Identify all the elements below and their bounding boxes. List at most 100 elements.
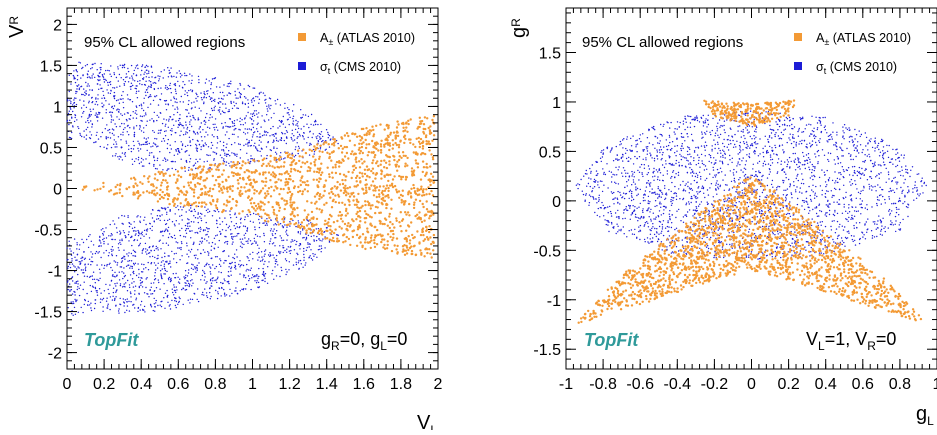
- cms-point: [623, 167, 624, 168]
- atlas-point: [363, 160, 365, 162]
- cms-point: [132, 266, 133, 267]
- cms-point: [759, 153, 760, 154]
- cms-point: [226, 156, 227, 157]
- cms-point: [245, 226, 246, 227]
- cms-point: [200, 279, 201, 280]
- cms-point: [252, 258, 253, 259]
- cms-point: [743, 157, 744, 158]
- atlas-point: [374, 246, 376, 248]
- atlas-point: [408, 235, 410, 237]
- atlas-point: [265, 181, 267, 183]
- cms-point: [180, 101, 181, 102]
- atlas-point: [295, 222, 297, 224]
- atlas-point: [391, 223, 393, 225]
- cms-point: [69, 241, 70, 242]
- atlas-point: [336, 240, 338, 242]
- atlas-point: [167, 185, 169, 187]
- atlas-point: [279, 173, 281, 175]
- cms-point: [245, 216, 246, 217]
- cms-point: [213, 127, 214, 128]
- cms-point: [229, 263, 230, 264]
- cms-point: [157, 215, 158, 216]
- cms-point: [193, 215, 194, 216]
- cms-point: [255, 96, 256, 97]
- cms-point: [133, 286, 134, 287]
- cms-point: [115, 292, 116, 293]
- cms-point: [197, 132, 198, 133]
- cms-point: [247, 257, 248, 258]
- cms-point: [80, 77, 81, 78]
- cms-point: [123, 267, 124, 268]
- atlas-point: [110, 189, 112, 191]
- atlas-point: [300, 184, 302, 186]
- cms-point: [270, 230, 271, 231]
- atlas-point: [256, 207, 258, 209]
- cms-point: [246, 115, 247, 116]
- cms-point: [314, 121, 315, 122]
- cms-point: [606, 163, 607, 164]
- atlas-point: [384, 248, 386, 250]
- cms-point: [168, 120, 169, 121]
- cms-point: [99, 288, 100, 289]
- cms-point: [119, 119, 120, 120]
- cms-point: [91, 256, 92, 257]
- cms-point: [112, 133, 113, 134]
- atlas-point: [391, 239, 393, 241]
- cms-point: [250, 113, 251, 114]
- y-tick-label: 0.5: [40, 140, 62, 157]
- cms-point: [198, 212, 199, 213]
- atlas-point: [375, 125, 377, 127]
- left-legend-atlas: A± (ATLAS 2010): [320, 31, 415, 47]
- cms-point: [229, 165, 230, 166]
- cms-point: [120, 139, 121, 140]
- cms-point: [124, 312, 125, 313]
- atlas-point: [362, 233, 364, 235]
- cms-point: [156, 146, 157, 147]
- cms-point: [287, 107, 288, 108]
- cms-point: [101, 63, 102, 64]
- atlas-point: [206, 177, 208, 179]
- cms-point: [122, 98, 123, 99]
- atlas-point: [359, 220, 361, 222]
- cms-point: [272, 270, 273, 271]
- cms-point: [851, 136, 852, 137]
- atlas-point: [428, 248, 430, 250]
- cms-point: [187, 132, 188, 133]
- atlas-point: [410, 188, 412, 190]
- cms-point: [206, 292, 207, 293]
- cms-point: [106, 138, 107, 139]
- cms-point: [230, 233, 231, 234]
- cms-point: [709, 132, 710, 133]
- cms-point: [188, 222, 189, 223]
- cms-point: [265, 225, 266, 226]
- cms-point: [203, 102, 204, 103]
- atlas-point: [218, 183, 220, 185]
- atlas-point: [389, 236, 391, 238]
- cms-point: [321, 240, 322, 241]
- atlas-point: [365, 192, 367, 194]
- cms-point: [316, 228, 317, 229]
- cms-point: [102, 239, 103, 240]
- cms-point: [175, 213, 176, 214]
- cms-point: [713, 196, 714, 197]
- cms-point: [110, 235, 111, 236]
- atlas-point: [423, 123, 425, 125]
- atlas-point: [332, 138, 334, 140]
- cms-point: [141, 104, 142, 105]
- cms-point: [177, 107, 178, 108]
- cms-point: [220, 141, 221, 142]
- cms-point: [85, 65, 86, 66]
- cms-point: [124, 232, 125, 233]
- y-tick-label: -1: [48, 264, 62, 281]
- atlas-point: [278, 204, 280, 206]
- cms-point: [136, 216, 137, 217]
- cms-point: [134, 307, 135, 308]
- cms-point: [896, 209, 897, 210]
- cms-point: [175, 132, 176, 133]
- cms-point: [153, 282, 154, 283]
- cms-point: [276, 137, 277, 138]
- cms-point: [79, 295, 80, 296]
- cms-point: [128, 265, 129, 266]
- atlas-point: [386, 247, 388, 249]
- cms-point: [684, 116, 685, 117]
